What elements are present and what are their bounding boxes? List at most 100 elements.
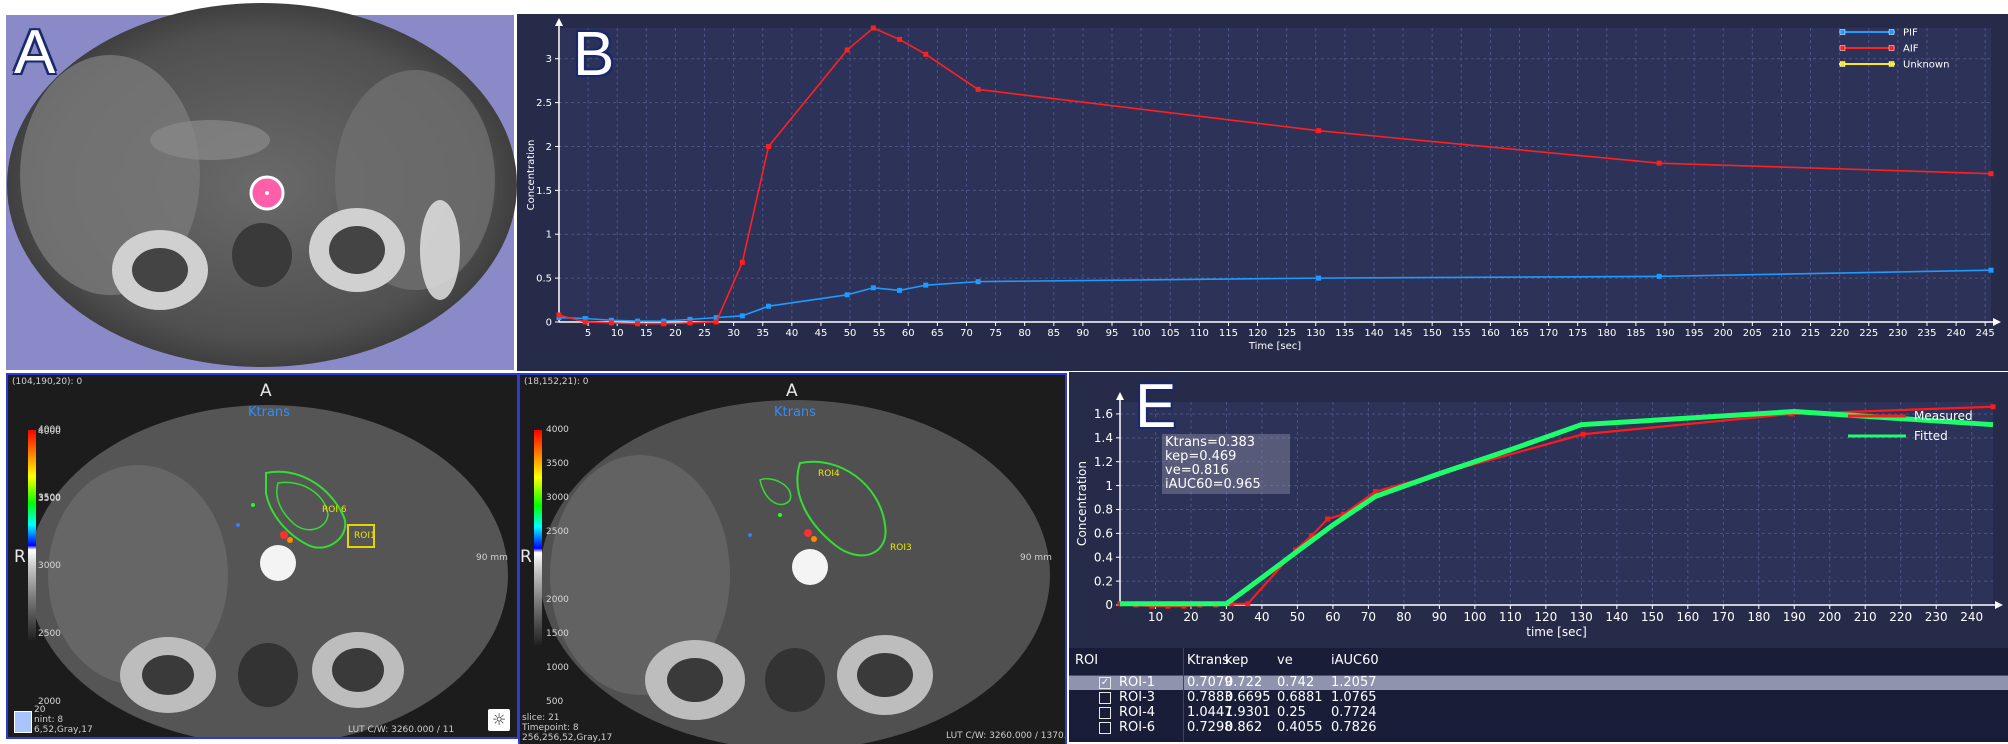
colorbar-tick: 4000 <box>546 425 569 435</box>
y-tick-label: 0.4 <box>1094 550 1113 564</box>
table-row[interactable]: ✓ ROI-1 0.7079 0.722 0.742 1.2057 <box>1069 676 2008 690</box>
x-tick-label: 105 <box>1161 328 1180 339</box>
row-checkbox[interactable]: ✓ <box>1099 677 1111 689</box>
header-divider <box>1069 675 2008 676</box>
iauc60-value: 1.2057 <box>1331 675 1377 690</box>
column-dividers <box>1183 648 1184 742</box>
x-tick-label: 100 <box>1132 328 1151 339</box>
table-row[interactable]: ROI-6 0.7298 0.862 0.4055 0.7826 <box>1069 721 2008 735</box>
mri-image-a <box>6 3 517 370</box>
row-checkbox[interactable] <box>1099 692 1111 704</box>
x-tick-label: 235 <box>1917 328 1936 339</box>
data-point-pif <box>608 317 614 323</box>
legend-label-unknown: Unknown <box>1903 60 1949 71</box>
panel-letter-a: A <box>14 18 56 87</box>
data-point-aif <box>556 312 562 318</box>
colorbar-tick: 3500 <box>38 493 61 503</box>
lut-info-c: LUT C/W: 3260.000 / 11 <box>348 725 455 735</box>
y-tick-label: 1.4 <box>1094 431 1113 445</box>
data-point-measured <box>1325 516 1331 522</box>
data-point-aif <box>1656 160 1662 166</box>
col-iauc60[interactable]: iAUC60 <box>1331 653 1379 668</box>
data-point-measured <box>1229 601 1235 607</box>
x-tick-label: 175 <box>1568 328 1587 339</box>
roi-name: ROI-6 <box>1119 720 1156 735</box>
roi-name: ROI-3 <box>1119 690 1156 705</box>
y-tick-label: 0.6 <box>1094 527 1113 541</box>
legend-marker <box>1888 45 1895 51</box>
x-tick-label: 65 <box>931 328 944 339</box>
ve-value: 0.4055 <box>1277 720 1323 735</box>
x-tick-label: 180 <box>1747 610 1770 624</box>
data-point-pif <box>661 318 667 324</box>
param-kep: kep=0.469 <box>1165 449 1237 464</box>
colorbar-c <box>28 430 36 640</box>
x-axis-label: Time [sec] <box>1248 341 1301 352</box>
orientation-top-d: A <box>786 381 798 401</box>
x-tick-label: 115 <box>1219 328 1238 339</box>
data-point-pif <box>687 316 693 322</box>
x-tick-label: 190 <box>1783 610 1806 624</box>
brightness-icon[interactable]: ☼ <box>488 709 510 731</box>
pixel-info-d: (18,152,21): 0 <box>524 377 589 387</box>
col-roi[interactable]: ROI <box>1075 653 1099 668</box>
x-tick-label: 205 <box>1743 328 1762 339</box>
colorbar-tick: 4000 <box>38 425 61 435</box>
x-tick-label: 90 <box>1077 328 1090 339</box>
param-ktrans: Ktrans=0.383 <box>1165 435 1256 450</box>
x-tick-label: 40 <box>785 328 798 339</box>
data-point-measured <box>1990 404 1996 410</box>
x-tick-label: 75 <box>989 328 1002 339</box>
y-tick-label: 0.2 <box>1094 574 1113 588</box>
y-tick-label: 0.5 <box>536 274 552 285</box>
x-tick-label: 80 <box>1018 328 1031 339</box>
x-tick-label: 160 <box>1481 328 1500 339</box>
x-tick-label: 245 <box>1976 328 1995 339</box>
x-tick-label: 120 <box>1248 328 1267 339</box>
col-ktrans[interactable]: Ktrans <box>1187 653 1229 668</box>
colorbar-tick: 500 <box>546 697 564 707</box>
x-tick-label: 20 <box>1183 610 1198 624</box>
x-tick-label: 45 <box>815 328 828 339</box>
ktrans-value: 0.7298 <box>1187 720 1233 735</box>
data-point-measured <box>1580 431 1586 437</box>
roi-label-d-1: ROI4 <box>818 469 840 479</box>
y-tick-label: 1.2 <box>1094 455 1113 469</box>
x-tick-label: 210 <box>1854 610 1877 624</box>
x-tick-label: 20 <box>669 328 682 339</box>
x-tick-label: 225 <box>1859 328 1878 339</box>
x-tick-label: 80 <box>1396 610 1411 624</box>
x-tick-label: 30 <box>1219 610 1234 624</box>
roi-label-c-2: ROI1 <box>354 531 376 541</box>
table-row[interactable]: ROI-3 0.7883 0.6695 0.6881 1.0765 <box>1069 691 2008 705</box>
panel-letter-b: B <box>573 20 615 89</box>
x-tick-label: 100 <box>1463 610 1486 624</box>
data-point-aif <box>713 319 719 325</box>
orientation-top-c: A <box>260 381 272 401</box>
x-tick-label: 30 <box>727 328 740 339</box>
ve-value: 0.742 <box>1277 675 1315 690</box>
x-tick-label: 215 <box>1801 328 1820 339</box>
roi-table: ROI Ktrans kep ve iAUC60 ✓ ROI-1 0.7079 … <box>1069 648 2008 742</box>
data-point-aif <box>870 25 876 31</box>
y-tick-label: 0.8 <box>1094 503 1113 517</box>
x-tick-label: 160 <box>1676 610 1699 624</box>
legend-label-fitted: Fitted <box>1914 429 1948 443</box>
col-kep[interactable]: kep <box>1225 653 1249 668</box>
table-row[interactable]: ROI-4 1.0447 1.9301 0.25 0.7724 <box>1069 706 2008 720</box>
x-tick-label: 50 <box>844 328 857 339</box>
ruler-label-d: 90 mm <box>1020 553 1052 563</box>
legend-marker <box>1888 61 1895 67</box>
row-checkbox[interactable] <box>1099 722 1111 734</box>
data-point-aif <box>766 143 772 149</box>
x-tick-label: 240 <box>1947 328 1966 339</box>
stack-icon[interactable] <box>14 711 32 733</box>
colorbar-tick: 1000 <box>546 663 569 673</box>
row-checkbox[interactable] <box>1099 707 1111 719</box>
kep-value: 0.6695 <box>1225 690 1271 705</box>
x-tick-label: 125 <box>1277 328 1296 339</box>
col-ve[interactable]: ve <box>1277 653 1293 668</box>
ktrans-value: 0.7079 <box>1187 675 1233 690</box>
panel-c-ktrans-map: 4000 3500 4000 3500 3000 2500 2000 1500 … <box>6 373 519 739</box>
data-point-pif <box>739 313 745 319</box>
